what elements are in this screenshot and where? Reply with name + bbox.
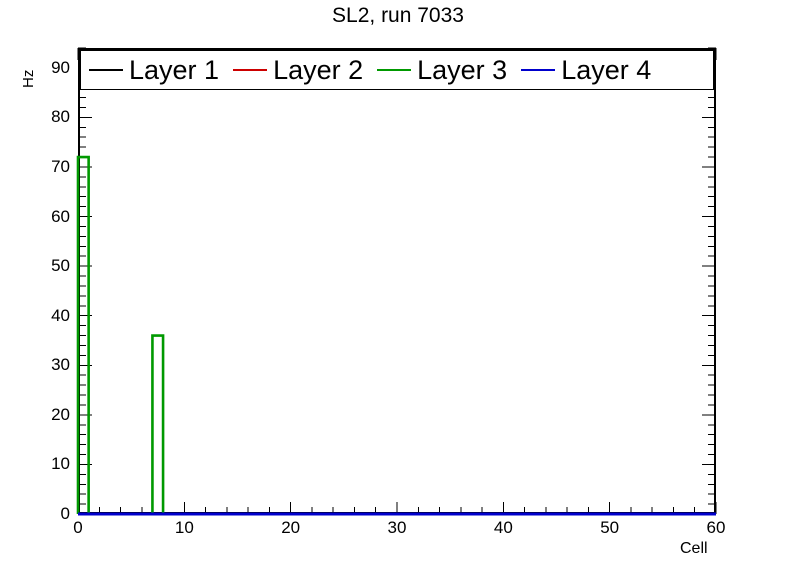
y-tick-label: 90: [51, 57, 70, 77]
plot-frame: [78, 48, 716, 514]
x-tick-label: 40: [493, 518, 513, 537]
legend-entry-4[interactable]: Layer 4: [521, 54, 652, 85]
y-tick-label: 20: [51, 404, 70, 424]
y-axis-title: Hz: [6, 34, 37, 88]
x-tick-label: 0: [73, 518, 83, 537]
histogram-bar: [76, 155, 90, 514]
y-tick-label: 70: [51, 156, 70, 176]
legend-line-icon: [377, 69, 412, 71]
y-tick-label: 10: [51, 454, 70, 474]
page-title: SL2, run 7033: [332, 4, 464, 27]
y-tick-label: 30: [51, 355, 70, 375]
series-layer-3: [76, 155, 165, 514]
y-tick-label: 80: [51, 107, 70, 127]
legend-entry-1[interactable]: Layer 1: [89, 54, 220, 85]
x-tick-label: 20: [281, 518, 301, 537]
x-tick-label: 30: [387, 518, 407, 537]
y-tick-label: 40: [51, 305, 70, 325]
legend-entry-2[interactable]: Layer 2: [233, 54, 364, 85]
legend-line-icon: [521, 69, 556, 71]
legend-label: Layer 4: [561, 54, 652, 85]
legend-label: Layer 3: [417, 54, 508, 85]
histogram-bar: [151, 334, 165, 514]
y-tick-label: 60: [51, 206, 70, 226]
axis-ticks: [77, 47, 717, 515]
legend-line-icon: [233, 69, 268, 71]
legend: Layer 1 Layer 2 Layer 3 Layer 4: [80, 50, 714, 90]
x-tick-label: 60: [706, 518, 726, 537]
y-tick-label: 0: [60, 504, 70, 523]
x-tick-label: 10: [174, 518, 194, 537]
plot-area: [76, 47, 717, 516]
legend-label: Layer 1: [129, 54, 220, 85]
legend-entry-3[interactable]: Layer 3: [377, 54, 508, 85]
legend-line-icon: [89, 69, 123, 71]
y-tick-label: 50: [51, 256, 70, 276]
data-series-group: [76, 155, 716, 516]
x-tick-label: 50: [600, 518, 620, 537]
x-axis-title: Cell: [680, 540, 708, 557]
legend-label: Layer 2: [273, 54, 364, 85]
